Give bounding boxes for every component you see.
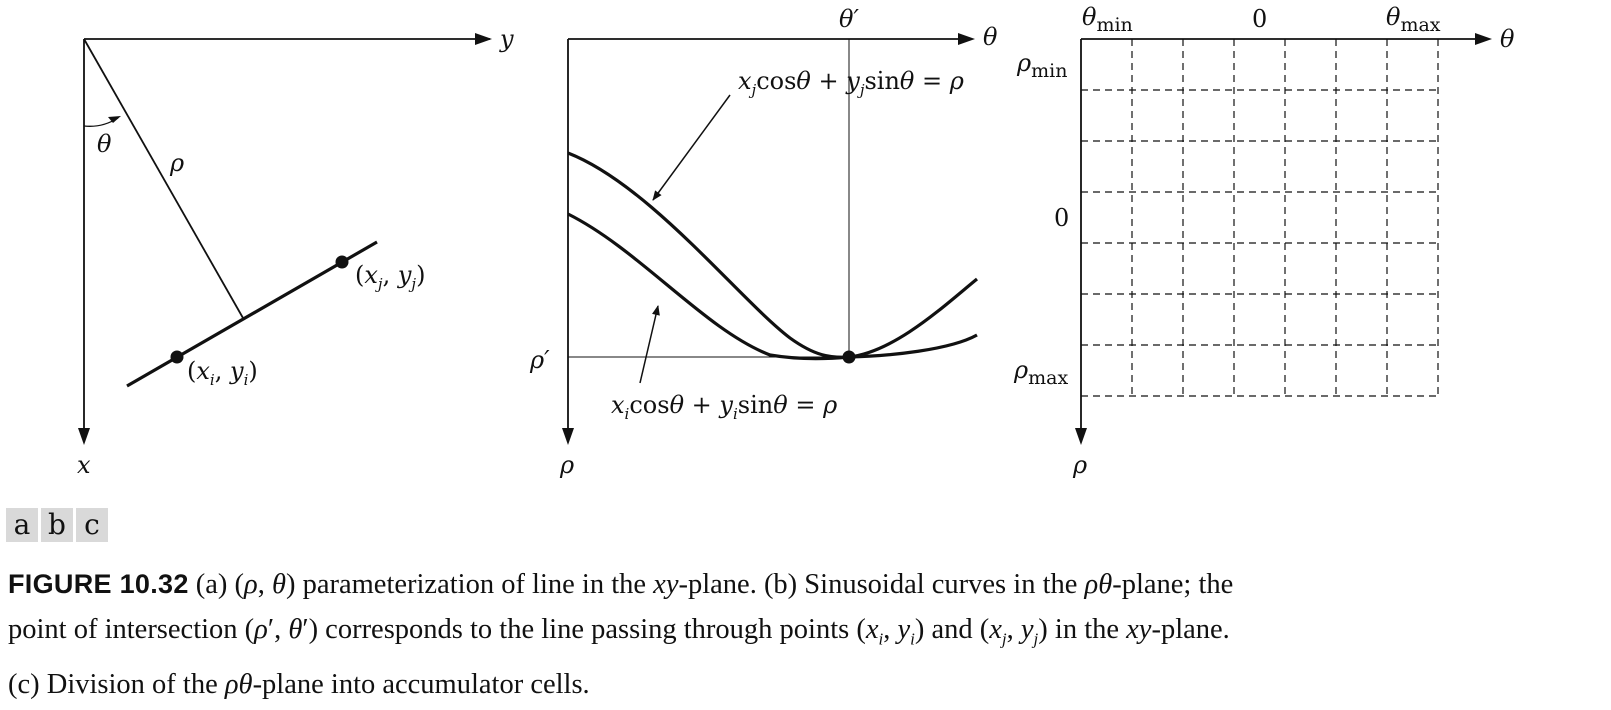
caption-label: FIGURE 10.32 (8, 569, 189, 599)
caption-line-2: point of intersection (ρ′, θ′) correspon… (8, 607, 1606, 662)
caption-line-3: (c) Division of the ρθ-plane into accumu… (8, 662, 1606, 707)
label-x-axis: x (77, 451, 91, 479)
panel-a-xy-plane: y x ρ θ (xi, yi) (xj, yj) (77, 25, 514, 479)
label-rho-min: ρmin (1016, 49, 1067, 82)
label-theta-prime: θ′ (839, 5, 859, 33)
label-theta-max: θmax (1386, 3, 1441, 36)
label-accumulator-rho-axis: ρ (1072, 451, 1087, 479)
accumulator-rho-axis-arrowhead (1075, 428, 1087, 445)
caption-line-1: FIGURE 10.32 (a) (ρ, θ) parameterization… (8, 562, 1606, 607)
label-theta-min: θmin (1082, 3, 1133, 36)
intersection-point (843, 351, 856, 364)
panel-tags: a b c (6, 508, 108, 542)
label-accumulator-theta-axis: θ (1500, 25, 1515, 53)
label-curve-i-equation: xicosθ + yisinθ = ρ (611, 391, 837, 423)
panel-c-accumulator-grid: θ ρ θmin 0 θmax ρmin 0 ρmax (1013, 3, 1515, 479)
point-j (336, 256, 349, 269)
label-y-axis: y (499, 25, 514, 53)
figure-caption: FIGURE 10.32 (a) (ρ, θ) parameterization… (8, 562, 1606, 707)
label-rho-zero: 0 (1054, 204, 1069, 232)
accumulator-cells (1081, 39, 1438, 396)
panel-tag-c: c (76, 508, 108, 542)
label-theta-axis: θ (983, 23, 998, 51)
accumulator-theta-axis-arrowhead (1475, 33, 1492, 45)
panel-b-rho-theta-curves: θ ρ θ′ ρ′ xjcosθ + yjsinθ = ρ xicosθ + y… (529, 5, 998, 479)
label-point-i: (xi, yi) (187, 357, 258, 389)
label-rho-prime: ρ′ (529, 346, 550, 374)
label-rho: ρ (169, 149, 184, 177)
curve-i (568, 214, 977, 359)
normal-line-rho (84, 39, 243, 318)
panel-tag-b: b (41, 508, 73, 542)
rho-axis-arrowhead (562, 428, 574, 445)
label-curve-j-equation: xjcosθ + yjsinθ = ρ (738, 67, 964, 99)
panel-tag-a: a (6, 508, 38, 542)
label-theta: θ (97, 130, 112, 158)
arrow-to-curve-j (653, 95, 730, 200)
point-i (171, 351, 184, 364)
arrow-to-curve-i (640, 306, 658, 383)
label-rho-max: ρmax (1013, 356, 1068, 389)
label-point-j: (xj, yj) (355, 261, 425, 293)
x-axis-arrowhead (78, 428, 90, 445)
y-axis-arrowhead (475, 33, 492, 45)
label-rho-axis: ρ (559, 451, 574, 479)
theta-axis-arrowhead (958, 33, 975, 45)
label-theta-zero: 0 (1252, 5, 1267, 33)
